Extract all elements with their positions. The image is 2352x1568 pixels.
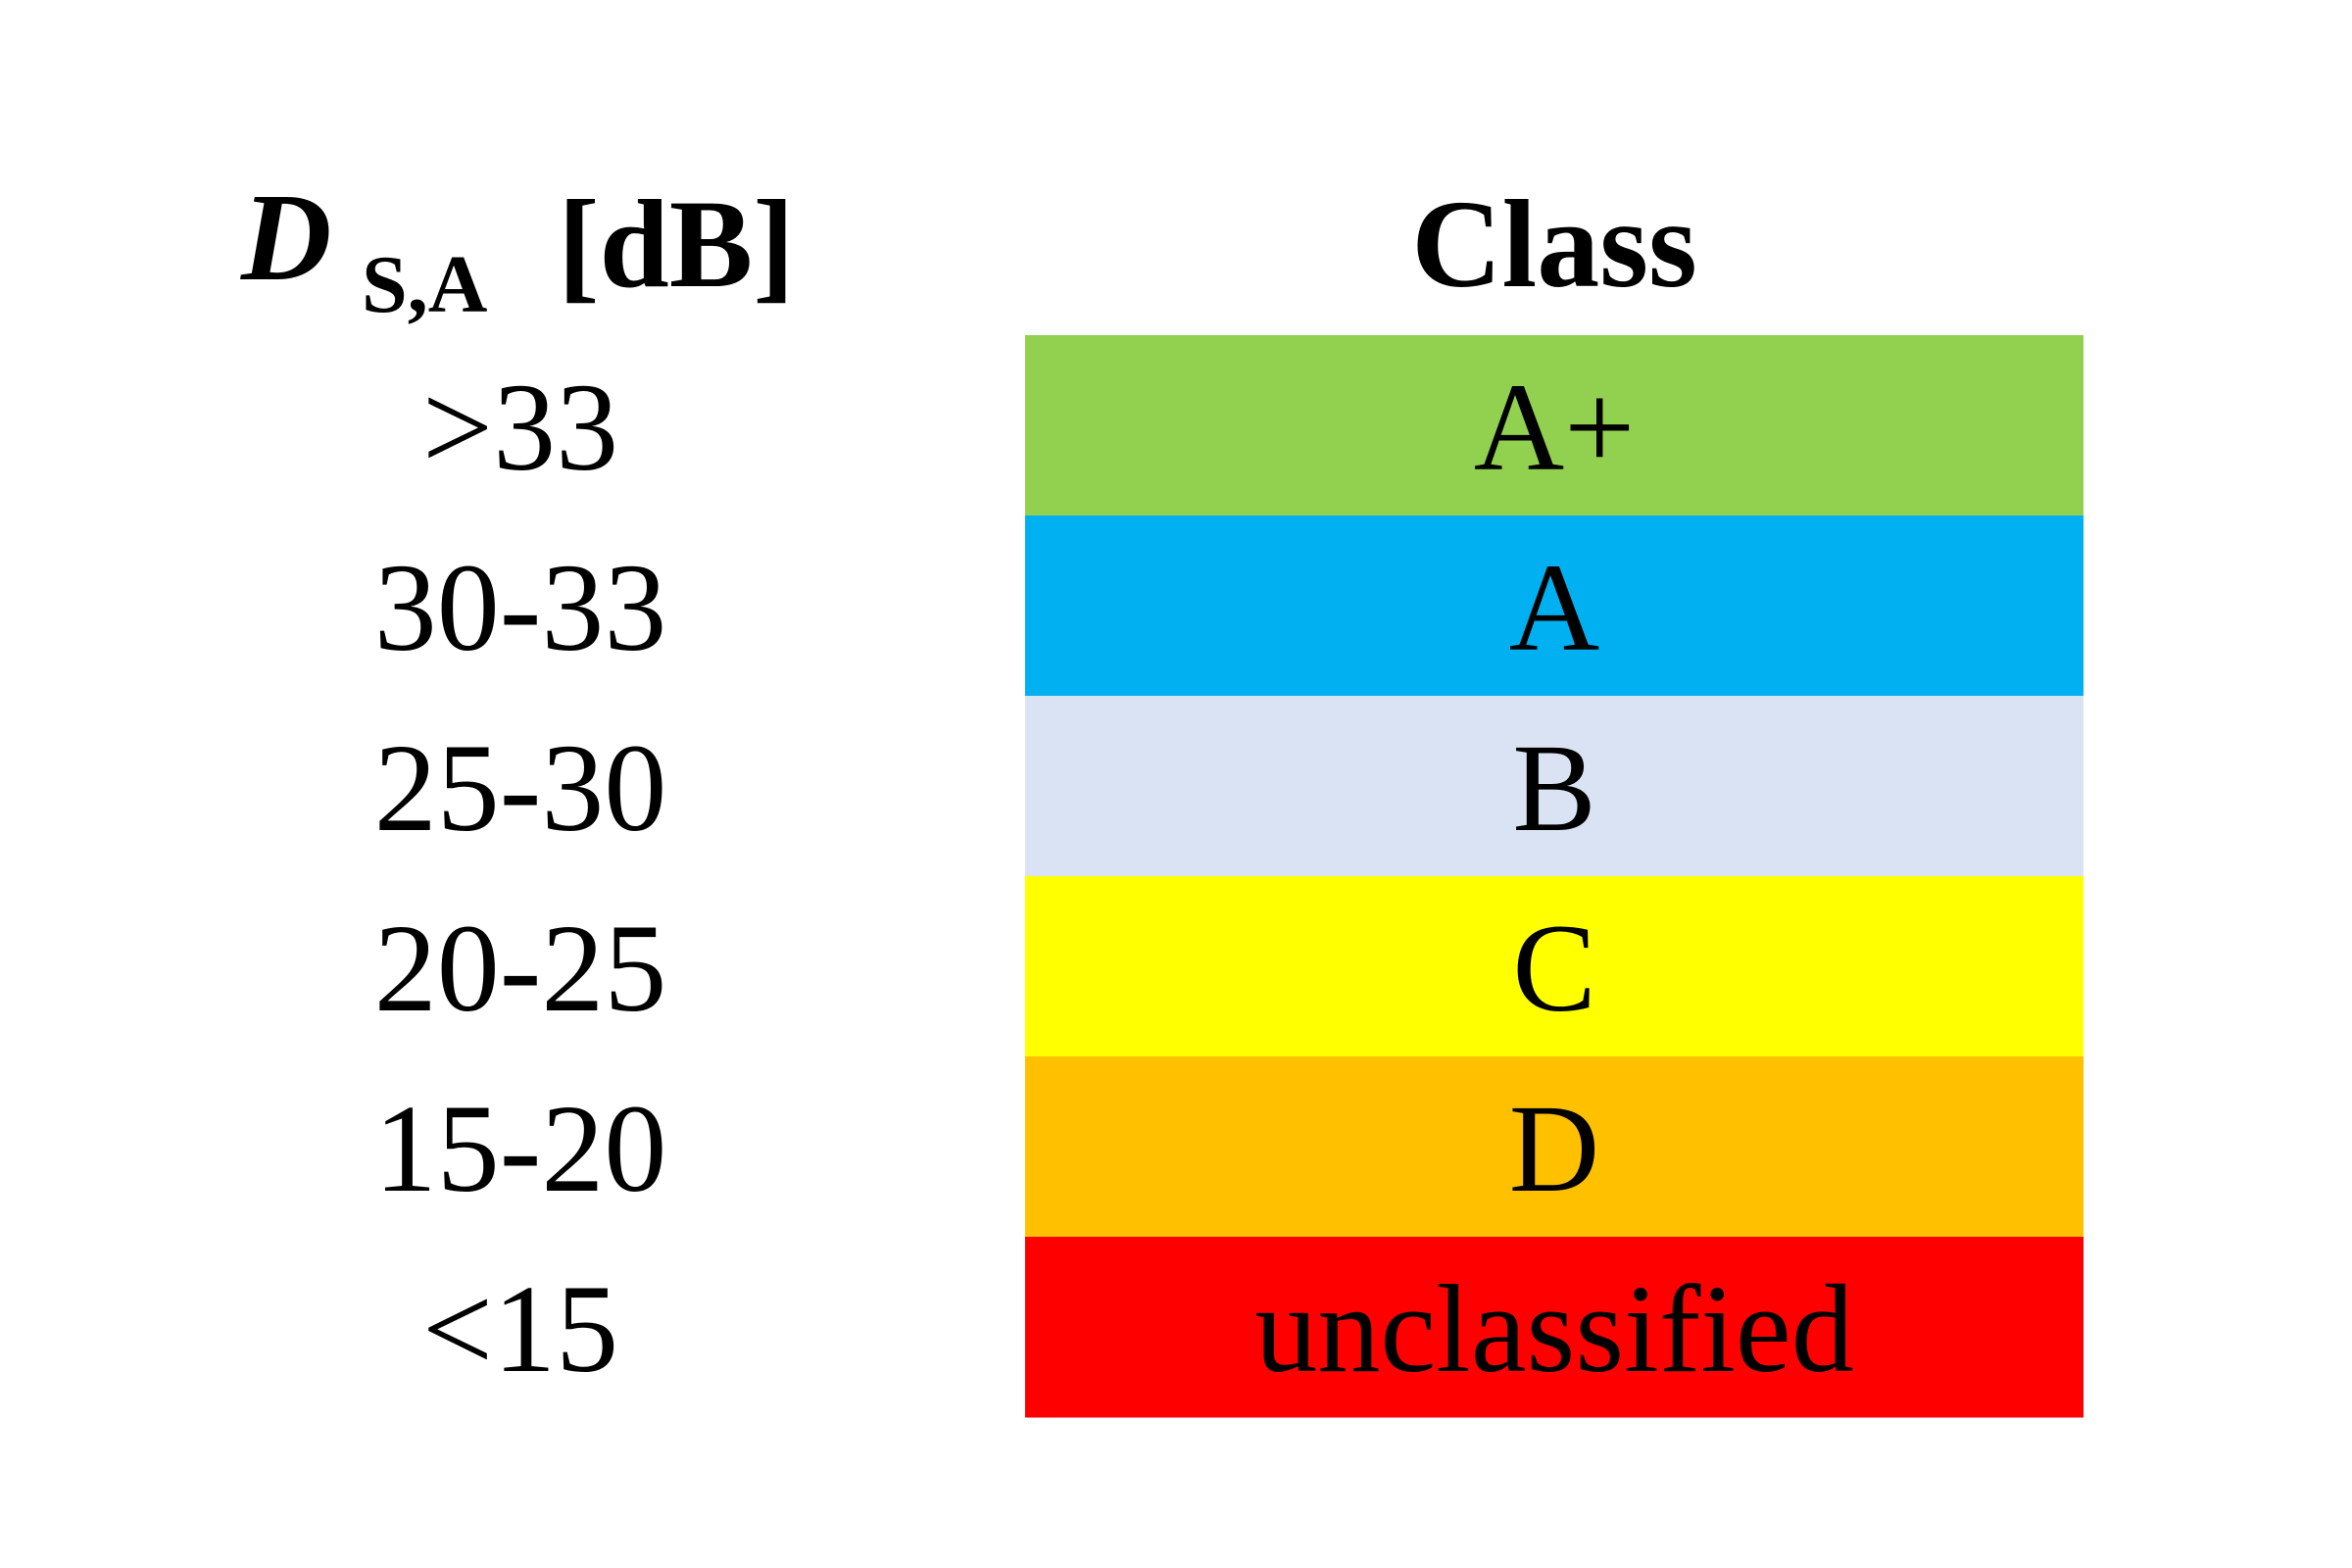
range-label: <15 [422,1259,618,1398]
class-label: C [1512,899,1595,1038]
table-body: >33 A+ 30-33 A 25-30 B 20-25 C 15-20 D <15 unclassi… [374,335,2083,1418]
class-cell [1025,876,2083,1057]
header-unit: [dB] [558,174,795,314]
class-cell [1025,1237,2083,1418]
class-cell [1025,696,2083,877]
range-label: 30-33 [374,538,667,677]
range-label: 15-20 [374,1079,667,1218]
class-cell [1025,515,2083,697]
header-class: Class [1411,174,1697,314]
class-label: A+ [1474,358,1636,497]
class-label: D [1509,1079,1599,1218]
class-label: B [1512,718,1595,858]
range-label: >33 [422,358,618,497]
class-cell [1025,335,2083,516]
class-label: unclassified [1254,1259,1853,1398]
header-subscript: S,A [362,239,488,330]
class-label: A [1509,538,1599,677]
range-label: 25-30 [374,718,667,858]
class-cell [1025,1056,2083,1238]
range-label: 20-25 [374,899,667,1038]
header-quantity: D [240,168,331,307]
